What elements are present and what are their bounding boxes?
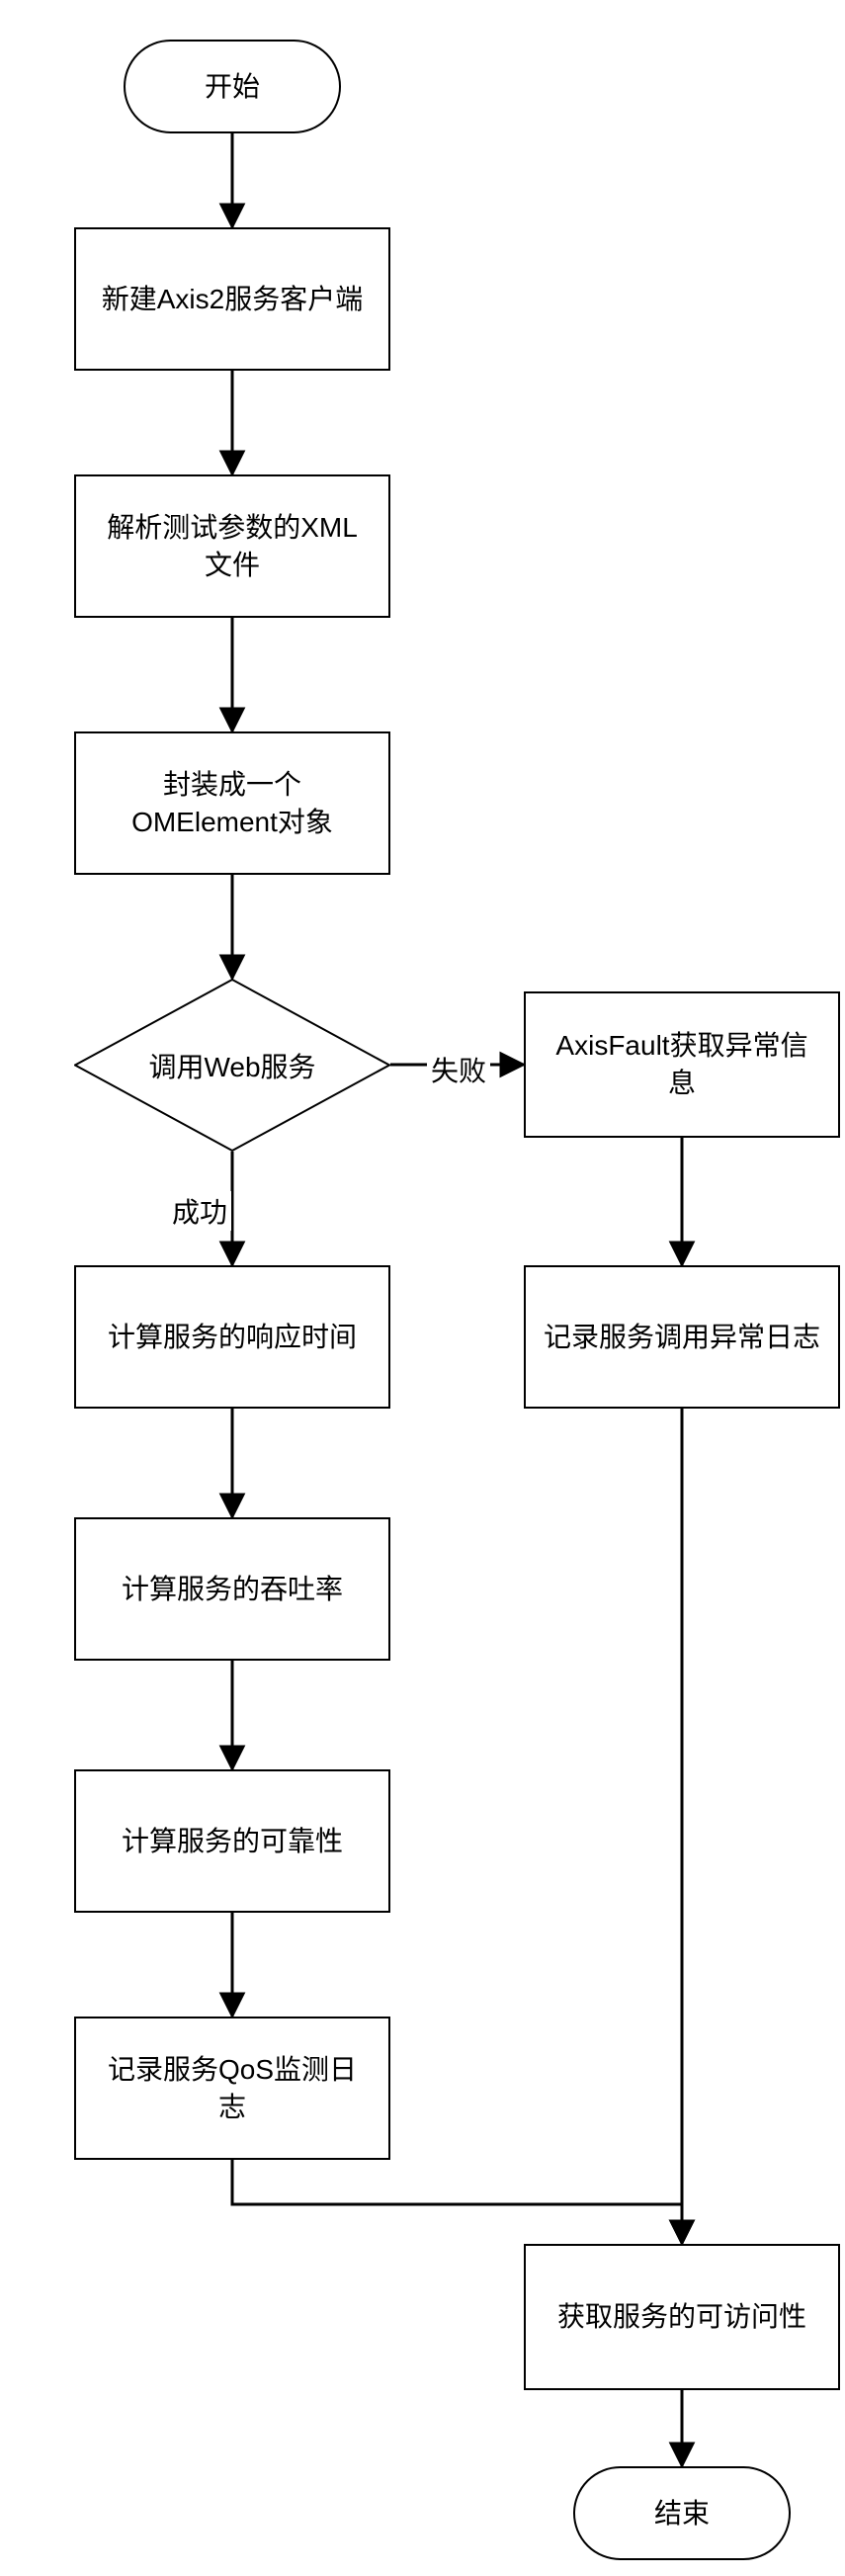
flowchart-canvas: 开始新建Axis2服务客户端解析测试参数的XML文件封装成一个OMElement… — [0, 40, 845, 2536]
node-label: 记录服务QoS监测日志 — [76, 2051, 388, 2126]
terminator-end: 结束 — [573, 2466, 791, 2560]
node-label: 解析测试参数的XML文件 — [76, 509, 388, 584]
node-label: 调用Web服务 — [74, 979, 390, 1152]
node-label: 获取服务的可访问性 — [540, 2298, 824, 2336]
edge-label-d1-n4: 失败 — [427, 1050, 490, 1089]
node-label: AxisFault获取异常信息 — [526, 1027, 838, 1102]
process-n1: 新建Axis2服务客户端 — [74, 227, 390, 371]
node-label: 新建Axis2服务客户端 — [84, 281, 380, 318]
process-n9: 记录服务QoS监测日志 — [74, 2017, 390, 2160]
node-label: 开始 — [187, 68, 278, 106]
process-n2: 解析测试参数的XML文件 — [74, 474, 390, 618]
process-n3: 封装成一个OMElement对象 — [74, 731, 390, 875]
decision-d1: 调用Web服务 — [74, 979, 390, 1152]
node-label: 封装成一个OMElement对象 — [76, 766, 388, 841]
process-n10: 获取服务的可访问性 — [524, 2244, 840, 2390]
process-n4: AxisFault获取异常信息 — [524, 991, 840, 1138]
process-n8: 计算服务的可靠性 — [74, 1769, 390, 1913]
node-label: 计算服务的响应时间 — [90, 1319, 375, 1356]
terminator-start: 开始 — [124, 40, 341, 133]
edge-label-d1-n5: 成功 — [168, 1191, 231, 1231]
node-label: 记录服务调用异常日志 — [526, 1319, 838, 1356]
node-label: 计算服务的可靠性 — [104, 1823, 361, 1860]
process-n6: 记录服务调用异常日志 — [524, 1265, 840, 1409]
process-n7: 计算服务的吞吐率 — [74, 1517, 390, 1661]
process-n5: 计算服务的响应时间 — [74, 1265, 390, 1409]
edge-n9-n10 — [232, 2160, 682, 2244]
node-label: 计算服务的吞吐率 — [104, 1571, 361, 1608]
node-label: 结束 — [636, 2495, 727, 2533]
